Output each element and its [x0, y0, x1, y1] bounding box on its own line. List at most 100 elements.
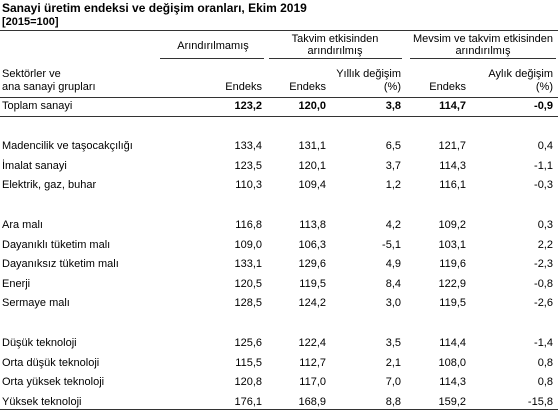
- cell: 159,2: [438, 395, 466, 408]
- cell: 114,4: [439, 337, 466, 349]
- cell: 0,3: [537, 219, 553, 231]
- cell: 123,2: [234, 100, 262, 112]
- cell: 120,0: [298, 100, 326, 112]
- cell: 8,8: [385, 395, 401, 408]
- column-header: Endeks: [289, 81, 326, 93]
- cell: -2,3: [534, 258, 553, 271]
- rule: [0, 30, 558, 31]
- row-label: Elektrik, gaz, buhar: [2, 179, 97, 192]
- cell: 3,5: [385, 337, 401, 349]
- cell: -0,9: [534, 100, 553, 112]
- cell: 3,7: [385, 159, 401, 172]
- cell: 0,8: [537, 356, 553, 369]
- rule: [0, 409, 558, 410]
- cell: -1,1: [534, 159, 553, 172]
- cell: 1,2: [385, 179, 401, 192]
- cell: 133,1: [234, 258, 262, 271]
- column-header: (%): [535, 81, 553, 93]
- cell: -2,6: [534, 297, 553, 310]
- cell: 106,3: [298, 238, 326, 251]
- cell: 168,9: [298, 395, 326, 408]
- row-label: Orta yüksek teknoloji: [2, 376, 105, 389]
- row-label: Dayanıklı tüketim malı: [2, 238, 111, 251]
- row-label: Madencilik ve taşocakçılığı: [2, 140, 133, 152]
- cell: 2,1: [385, 356, 401, 369]
- row-label: Düşük teknoloji: [2, 337, 77, 349]
- cell: 120,1: [298, 159, 326, 172]
- column-header: Aylık değişim: [488, 68, 553, 80]
- cell: 8,4: [385, 277, 401, 290]
- cell: 122,4: [298, 337, 326, 349]
- cell: 121,7: [438, 140, 466, 152]
- cell: 6,5: [385, 140, 401, 152]
- cell: 109,2: [438, 219, 466, 231]
- cell: -5,1: [382, 238, 401, 251]
- group-header: Mevsim ve takvim etkisinden arındırılmış: [413, 33, 553, 57]
- row-label: Ara malı: [2, 219, 43, 231]
- rule: [160, 58, 264, 59]
- cell: 119,5: [299, 277, 326, 290]
- cell: 124,2: [298, 297, 326, 310]
- cell: 3,8: [385, 100, 401, 112]
- cell: 114,3: [439, 376, 466, 389]
- cell: 131,1: [298, 140, 326, 152]
- cell: 103,1: [438, 238, 466, 251]
- cell: 110,3: [235, 179, 262, 192]
- rule: [0, 97, 558, 98]
- cell: 120,5: [234, 277, 262, 290]
- cell: 2,2: [537, 238, 553, 251]
- cell: 129,6: [298, 258, 326, 271]
- cell: 125,6: [234, 337, 262, 349]
- cell: 122,9: [438, 277, 466, 290]
- rule: [410, 58, 556, 59]
- rule: [269, 58, 402, 59]
- cell: 3,0: [385, 297, 401, 310]
- cell: 112,7: [299, 356, 326, 369]
- row-label: Orta düşük teknoloji: [2, 356, 100, 369]
- row-header: ana sanayi grupları: [2, 81, 96, 93]
- column-header: Endeks: [429, 81, 466, 93]
- cell: 119,5: [439, 297, 466, 310]
- cell: -15,8: [527, 395, 553, 408]
- cell: 116,1: [439, 179, 466, 192]
- cell: 176,1: [234, 395, 262, 408]
- cell: 115,5: [235, 356, 262, 369]
- row-label: Yüksek teknoloji: [2, 395, 82, 408]
- column-header: Endeks: [225, 81, 262, 93]
- row-label: İmalat sanayi: [2, 159, 67, 172]
- cell: 133,4: [234, 140, 262, 152]
- title: Sanayi üretim endeksi ve değişim oranlar…: [2, 1, 307, 15]
- row-label: Enerji: [2, 277, 31, 290]
- cell: 4,2: [385, 219, 401, 231]
- cell: 113,8: [299, 219, 326, 231]
- cell: -1,4: [534, 337, 553, 349]
- cell: 109,0: [234, 238, 262, 251]
- cell: 7,0: [385, 376, 401, 389]
- column-header: (%): [383, 81, 401, 93]
- cell: 108,0: [438, 356, 466, 369]
- cell: 119,6: [439, 258, 466, 271]
- group-header: Takvim etkisinden arındırılmış: [291, 33, 379, 57]
- column-header: Yıllık değişim: [336, 68, 401, 80]
- cell: 114,7: [439, 100, 466, 112]
- row-label: Dayanıksız tüketim malı: [2, 258, 119, 271]
- cell: 114,3: [439, 159, 466, 172]
- cell: 0,4: [537, 140, 553, 152]
- cell: 0,8: [537, 376, 553, 389]
- subtitle: [2015=100]: [2, 16, 59, 28]
- row-label: Toplam sanayi: [2, 100, 73, 112]
- cell: 128,5: [234, 297, 262, 310]
- rule: [0, 116, 558, 117]
- group-header: Arındırılmamış: [177, 40, 249, 52]
- cell: -0,8: [534, 277, 553, 290]
- cell: 120,8: [234, 376, 262, 389]
- cell: 4,9: [385, 258, 401, 271]
- row-label: Sermaye malı: [2, 297, 70, 310]
- cell: 116,8: [235, 219, 262, 231]
- cell: -0,3: [534, 179, 553, 192]
- row-header: Sektörler ve: [2, 68, 61, 80]
- cell: 109,4: [298, 179, 326, 192]
- cell: 117,0: [299, 376, 326, 389]
- cell: 123,5: [234, 159, 262, 172]
